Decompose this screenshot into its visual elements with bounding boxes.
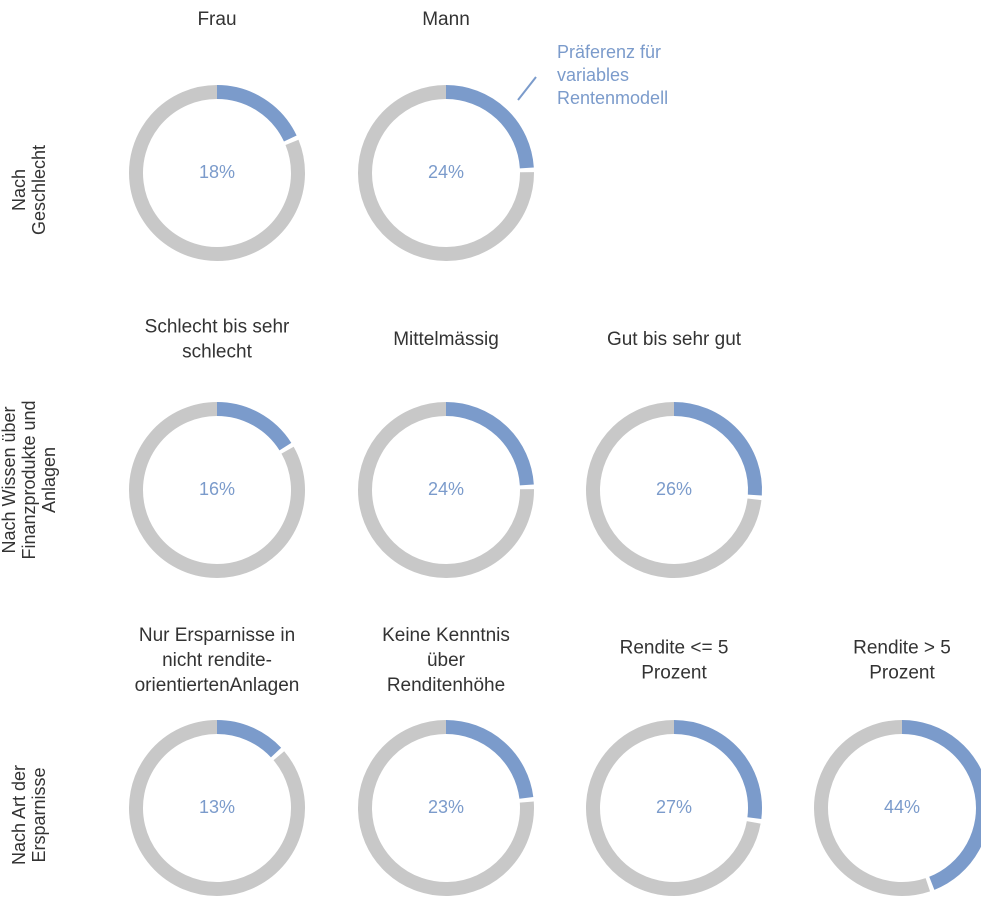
row-label-line: Nach Art der	[9, 765, 29, 865]
donut-title: Rendite <= 5	[620, 638, 729, 659]
donut-title: Renditenhöhe	[387, 675, 505, 696]
donut-title: Rendite > 5	[853, 638, 951, 659]
donut-segment	[673, 402, 762, 496]
annotation: variables	[557, 65, 629, 85]
donut-rest	[358, 720, 534, 896]
donut-rest	[129, 720, 305, 896]
donut-segment	[445, 85, 534, 169]
donut-segment	[216, 720, 282, 758]
donut-title: Keine Kenntnis	[382, 625, 510, 646]
annotation-leader	[517, 76, 537, 101]
row-label: Nach Geschlecht	[9, 145, 49, 235]
donut-rest	[129, 402, 305, 578]
donut-title: Mann	[422, 9, 470, 30]
donut-title: Schlecht bis sehr	[145, 317, 290, 338]
donut-title: nicht rendite-	[162, 650, 272, 671]
donut-title: Nur Ersparnisse in	[139, 625, 295, 646]
donut-segment	[216, 402, 292, 451]
annotation: Rentenmodell	[557, 88, 668, 108]
donut-title: schlecht	[182, 342, 252, 363]
donut-segment	[673, 720, 762, 820]
donut-title: Mittelmässig	[393, 329, 499, 350]
donut-title: über	[427, 650, 466, 671]
row-label-line: Nach	[9, 169, 29, 211]
donut-segment	[445, 402, 534, 486]
value-label: 44%	[884, 797, 920, 817]
value-label: 23%	[428, 797, 464, 817]
value-label: 16%	[199, 479, 235, 499]
donut-segment	[216, 85, 297, 142]
donut-rest	[586, 402, 762, 578]
value-label: 18%	[199, 162, 235, 182]
row-label-line: Ersparnisse	[29, 767, 49, 862]
row-label-line: Anlagen	[39, 447, 59, 513]
donut-title: Prozent	[869, 663, 935, 684]
donut-rest	[586, 720, 761, 896]
donut-segment	[445, 720, 534, 799]
value-label: 13%	[199, 797, 235, 817]
row-label-line: Geschlecht	[29, 145, 49, 235]
donut-rest	[814, 720, 931, 896]
row-label: Nach Art der Ersparnisse	[9, 765, 49, 865]
annotation: Präferenz für	[557, 42, 661, 62]
donut-title: Frau	[197, 9, 236, 30]
donut-segment	[901, 720, 981, 890]
value-label: 24%	[428, 479, 464, 499]
donut-title: orientiertenAnlagen	[135, 675, 300, 696]
row-label: Nach Wissen über Finanzprodukte und Anlage…	[0, 400, 59, 559]
row-label-line: Nach Wissen über	[0, 406, 19, 553]
value-label: 26%	[656, 479, 692, 499]
donut-title: Prozent	[641, 663, 707, 684]
value-label: 27%	[656, 797, 692, 817]
donut-rest	[129, 85, 305, 261]
value-label: 24%	[428, 162, 464, 182]
donut-title: Gut bis sehr gut	[607, 329, 742, 350]
donut-rest	[358, 85, 534, 261]
donut-rest	[358, 402, 534, 578]
row-label-line: Finanzprodukte und	[19, 400, 39, 559]
